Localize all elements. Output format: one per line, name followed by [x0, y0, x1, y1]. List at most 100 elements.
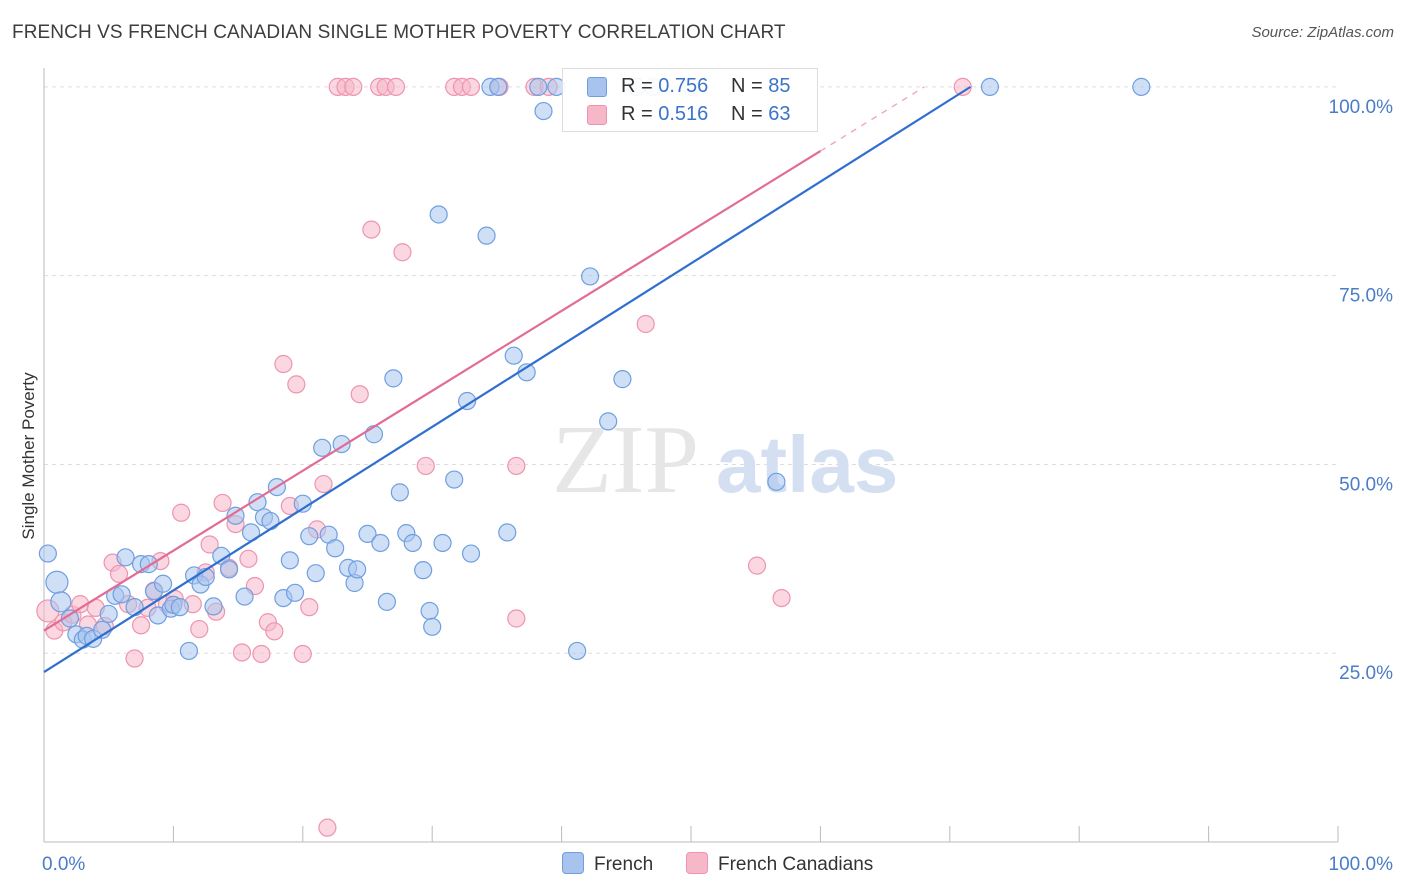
axes — [43, 68, 1339, 843]
french-point-42 — [313, 438, 332, 457]
watermark-zip: ZIP — [552, 406, 699, 514]
y-tick-label-1: 50.0% — [1339, 474, 1393, 495]
series-french-points — [38, 77, 1151, 661]
french-n-value: 85 — [768, 75, 791, 97]
y-tick-label-3: 100.0% — [1329, 97, 1394, 118]
fc-point-45 — [362, 220, 381, 239]
fc-point-24 — [213, 493, 232, 513]
french-point-77 — [599, 412, 618, 431]
french-point-67 — [489, 77, 508, 96]
fc-point-40 — [318, 818, 337, 837]
french-point-62 — [445, 470, 464, 489]
french-point-83 — [980, 77, 1000, 96]
fc-point-55 — [507, 456, 526, 476]
fc-point-9 — [109, 564, 129, 584]
french-point-51 — [371, 533, 390, 553]
fc-point-44 — [350, 385, 369, 404]
french-trend-line — [43, 85, 972, 674]
french-point-56 — [403, 533, 422, 553]
fc-point-49 — [393, 243, 412, 262]
french-point-12 — [116, 548, 135, 567]
french-point-58 — [420, 601, 439, 621]
y-axis-label: Single Mother Poverty — [19, 372, 38, 540]
french-point-49 — [358, 524, 377, 544]
french-point-84 — [1132, 77, 1151, 96]
x-tick-label-1: 100.0% — [1329, 854, 1394, 875]
legend-french-canadians-label: French Canadians — [718, 854, 874, 875]
french-point-26 — [204, 597, 223, 616]
french-canadians-r-value: 0.516 — [658, 103, 709, 125]
fc-point-48 — [386, 77, 406, 96]
french-point-32 — [248, 493, 267, 512]
french-point-75 — [580, 267, 600, 286]
french-point-69 — [504, 346, 523, 365]
french-point-29 — [226, 506, 245, 525]
french-point-3 — [60, 609, 79, 628]
french-point-48 — [348, 560, 367, 579]
french-point-1 — [45, 570, 69, 594]
french-point-21 — [170, 598, 189, 617]
french-point-54 — [390, 483, 409, 502]
fc-point-39 — [314, 474, 333, 494]
fc-point-18 — [172, 503, 191, 522]
correlation-legend: R = 0.756 N = 85 R = 0.516 N = 63 — [562, 68, 818, 132]
french-canadians-trend-line — [43, 150, 821, 632]
french-point-71 — [529, 77, 548, 96]
fc-point-59 — [636, 314, 655, 334]
fc-point-35 — [287, 375, 306, 394]
french-canadians-n: N = 63 — [731, 103, 791, 125]
fc-point-32 — [265, 622, 284, 641]
french-point-22 — [179, 641, 199, 661]
fc-point-28 — [239, 549, 258, 568]
y-tick-label-2: 75.0% — [1339, 286, 1393, 307]
fc-point-22 — [200, 535, 219, 554]
french-point-65 — [477, 226, 496, 245]
legend-item-french[interactable]: French — [562, 852, 653, 876]
watermark: ZIP atlas — [552, 406, 898, 514]
french-point-40 — [300, 527, 319, 546]
fc-point-60 — [747, 556, 767, 575]
french-canadians-swatch — [587, 105, 607, 125]
french-point-74 — [568, 641, 587, 661]
fc-point-56 — [507, 609, 526, 628]
french-point-57 — [414, 561, 433, 580]
french-point-78 — [613, 370, 632, 389]
french-canadians-trend-extension — [820, 86, 925, 152]
french-point-64 — [461, 544, 481, 563]
french-point-61 — [433, 533, 452, 553]
french-point-82 — [767, 472, 786, 491]
y-tick-label-0: 25.0% — [1339, 663, 1393, 684]
french-point-38 — [285, 583, 305, 602]
fc-point-12 — [131, 616, 151, 635]
french-point-68 — [498, 523, 517, 542]
french-point-34 — [261, 511, 280, 531]
fc-point-50 — [416, 456, 435, 476]
french-point-63 — [458, 391, 477, 411]
fc-point-53 — [461, 77, 481, 96]
french-point-60 — [429, 205, 448, 224]
french-point-13 — [125, 598, 144, 617]
french-point-50 — [364, 425, 384, 444]
legend-french-swatch — [562, 852, 584, 874]
french-point-0 — [38, 544, 57, 563]
legend-item-french-canadians[interactable]: French Canadians — [686, 852, 873, 876]
fc-point-37 — [300, 598, 319, 617]
french-point-44 — [326, 539, 345, 558]
watermark-atlas: atlas — [716, 420, 898, 509]
french-point-30 — [235, 587, 254, 606]
fc-point-36 — [293, 644, 312, 664]
fc-point-20 — [190, 619, 209, 639]
french-r: R = 0.756 — [621, 75, 709, 97]
french-point-2 — [50, 591, 72, 613]
french-point-37 — [280, 551, 299, 570]
french-point-18 — [153, 574, 173, 593]
french-point-52 — [377, 592, 397, 611]
fc-point-61 — [772, 588, 791, 608]
legend-french-label: French — [594, 854, 654, 875]
fc-point-27 — [232, 643, 252, 662]
x-tick-labels: 0.0% 100.0% — [42, 854, 1393, 875]
french-point-53 — [384, 369, 403, 388]
french-point-9 — [99, 604, 118, 624]
fc-point-30 — [252, 644, 271, 664]
